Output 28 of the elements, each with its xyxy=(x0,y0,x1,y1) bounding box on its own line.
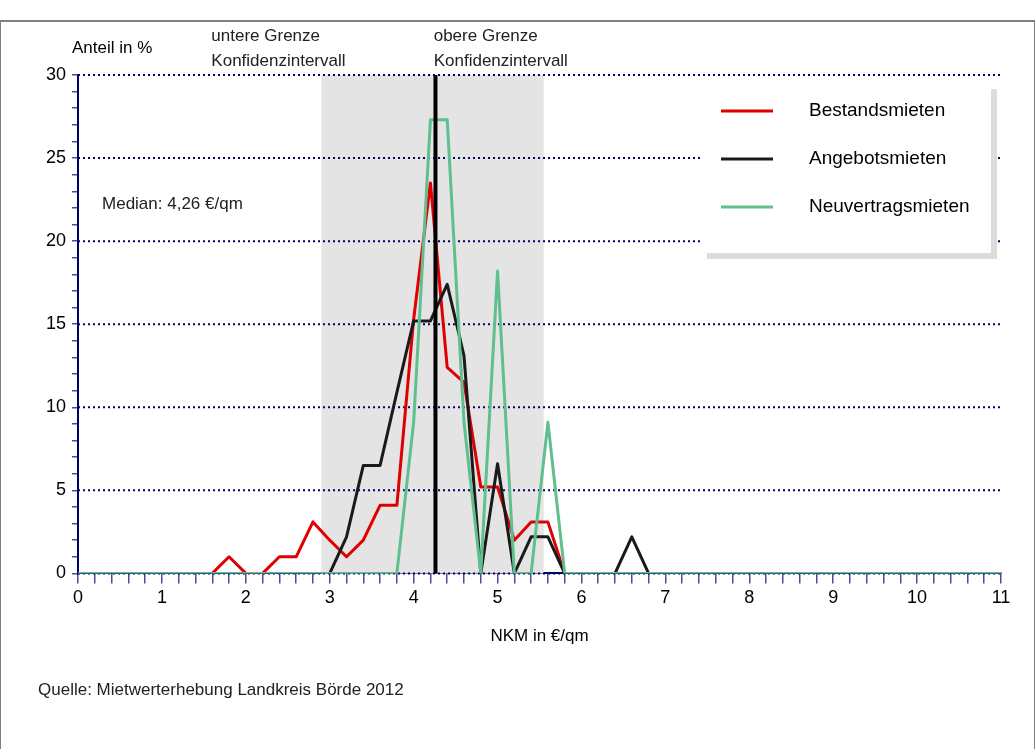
y-tick-label: 0 xyxy=(56,562,67,583)
y-tick-label: 15 xyxy=(45,313,67,334)
y-tick-label: 20 xyxy=(45,230,67,251)
x-tick-label: 0 xyxy=(73,587,84,608)
x-tick-label: 9 xyxy=(828,587,839,608)
x-tick-label: 6 xyxy=(576,587,587,608)
legend-label: Angebotsmieten xyxy=(809,147,947,169)
x-tick-label: 5 xyxy=(492,587,503,608)
y-tick-label: 25 xyxy=(45,147,67,168)
x-tick-label: 10 xyxy=(907,587,928,608)
y-tick-label: 5 xyxy=(56,479,67,500)
legend-label: Neuvertragsmieten xyxy=(809,195,970,217)
legend-label: Bestandsmieten xyxy=(809,99,946,121)
y-tick-label: 30 xyxy=(45,63,67,84)
source-note: Quelle: Mietwerterhebung Landkreis Börde 2012 xyxy=(38,679,404,701)
x-tick-label: 7 xyxy=(660,587,671,608)
x-axis-title: NKM in €/qm xyxy=(490,626,589,646)
x-tick-label: 8 xyxy=(744,587,755,608)
y-tick-label: 10 xyxy=(45,396,67,417)
x-tick-label: 3 xyxy=(324,587,335,608)
x-tick-label: 2 xyxy=(240,587,251,608)
x-tick-label: 11 xyxy=(991,587,1011,608)
annotation: obere Grenze Konfidenzintervall xyxy=(433,26,568,70)
annotation: Median: 4,26 €/qm xyxy=(102,194,243,213)
x-tick-label: 4 xyxy=(408,587,419,608)
y-axis-title: Anteil in % xyxy=(72,38,153,57)
annotation: untere Grenze Konfidenzintervall xyxy=(211,26,346,70)
x-tick-label: 1 xyxy=(156,587,167,608)
